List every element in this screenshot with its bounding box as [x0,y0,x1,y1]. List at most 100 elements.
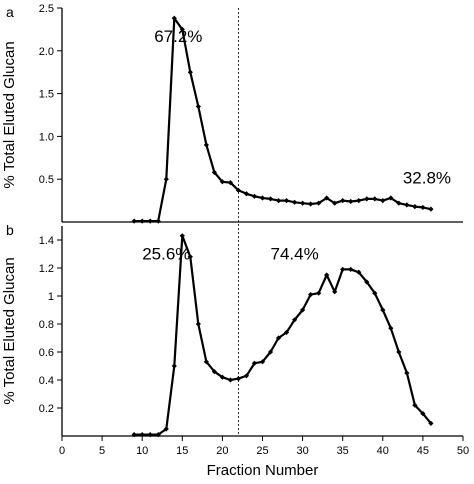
data-point [356,198,362,204]
data-point [291,199,298,205]
data-point [227,377,234,383]
data-point [348,266,354,272]
data-point [131,218,137,224]
data-point [420,411,426,417]
data-point [372,290,378,296]
annotation-label: 25.6% [142,245,190,264]
data-point [155,432,161,438]
series-line [134,234,432,436]
data-point [171,15,177,21]
y-tick-label: 1.4 [39,235,54,247]
y-tick-label: 0.6 [39,347,54,359]
data-point [251,360,258,366]
data-point [147,218,153,224]
data-point [275,335,282,341]
y-tick-label: 0.2 [39,403,54,415]
x-tick-label: 50 [457,445,469,457]
data-point [203,359,209,365]
data-point [332,289,338,295]
data-point [139,432,145,438]
x-tick-label: 30 [296,445,308,457]
data-point [428,206,434,212]
x-tick-label: 15 [176,445,188,457]
data-point [259,359,266,365]
x-tick-label: 20 [216,445,228,457]
y-tick-label: 0.4 [39,375,54,387]
data-point [139,218,145,224]
x-tick-label: 35 [337,445,349,457]
data-point [163,426,169,432]
data-point [308,292,314,298]
data-point [428,420,434,426]
data-point [147,432,153,438]
data-point [364,279,370,285]
data-point [348,198,354,205]
data-point [340,266,346,272]
data-point [380,307,386,313]
y-tick-label: 2.0 [39,46,54,58]
y-tick-label: 1.2 [39,263,54,275]
data-point [316,290,322,296]
y-tick-label: 0.5 [39,174,54,186]
annotation-label: 74.4% [271,245,319,264]
data-point [324,195,330,201]
data-point [356,269,362,275]
data-point [308,201,314,207]
data-point [131,432,137,438]
data-point [300,200,306,206]
data-point [316,200,322,206]
data-point [340,198,346,204]
y-axis-title: % Total Eluted Glucan [1,41,18,188]
x-tick-label: 5 [99,445,105,457]
panel-b: 0.2 0.4 0.6 0.8 1 1.2 1.4 % Total Eluted Glucan… [1,222,463,438]
data-point [283,329,290,335]
x-tick-label: 45 [417,445,429,457]
data-point [291,317,298,323]
data-point [195,103,201,110]
data-point [300,307,306,313]
y-tick-label: 0.8 [39,319,54,331]
data-point [187,69,193,75]
data-point [187,254,193,260]
data-point [171,363,177,369]
data-point [219,179,225,185]
data-point [380,198,386,204]
x-axis-title: Fraction Number [207,462,319,479]
data-point [420,204,426,211]
data-point [372,196,378,202]
data-point [211,369,217,375]
series-line [134,17,432,223]
data-point [211,169,217,175]
data-point [396,200,402,206]
data-point [267,196,274,202]
data-point [179,26,185,32]
y-tick-label: 2.5 [39,3,54,15]
data-point [388,325,394,331]
data-point [155,218,161,224]
data-point [396,349,402,355]
y-tick-label: 1.5 [39,89,54,101]
data-point [179,233,185,239]
data-point [195,321,201,327]
x-tick-label: 10 [136,445,148,457]
x-tick-label: 25 [256,445,268,457]
x-tick-label: 40 [377,445,389,457]
y-axis-title: % Total Eluted Glucan [1,257,18,404]
data-point [235,376,242,382]
annotation-label: 67.2% [154,27,202,46]
data-point [259,195,266,201]
data-point [267,349,274,355]
panel-a: 0.5 1.0 1.5 2.0 2.5 % Total Eluted Glucan a 67.… [1,3,463,224]
data-point [388,195,394,201]
data-point [324,272,330,278]
x-tick-label: 0 [59,445,65,457]
data-point [412,402,418,408]
data-point [235,187,242,193]
data-point [412,203,418,210]
data-point [163,176,169,182]
data-point [364,196,370,202]
data-point [243,373,250,379]
panel-label: a [6,4,14,20]
data-point [404,370,410,376]
